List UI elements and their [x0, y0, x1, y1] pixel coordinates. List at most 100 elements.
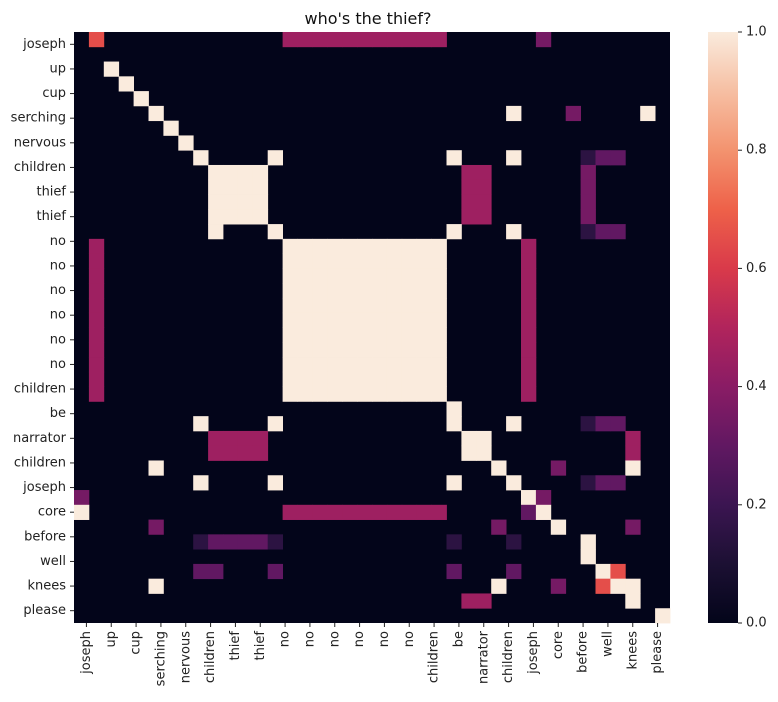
heatmap-cell — [610, 578, 626, 594]
heatmap-cell — [252, 430, 269, 447]
heatmap-cell — [446, 563, 462, 580]
heatmap-cell — [252, 179, 269, 195]
heatmap-cell — [357, 312, 373, 328]
y-tick-label: cup — [42, 86, 66, 101]
heatmap-cell — [252, 534, 269, 550]
heatmap-cell — [372, 327, 388, 343]
heatmap-cell — [342, 312, 358, 328]
heatmap-cell — [357, 253, 373, 269]
heatmap-cell — [312, 32, 328, 48]
heatmap-cell — [327, 283, 343, 299]
heatmap-cell — [431, 386, 447, 402]
x-tick-label: children — [427, 631, 442, 683]
heatmap-cell — [580, 164, 596, 181]
heatmap-cell — [297, 297, 313, 314]
heatmap-cell — [416, 297, 432, 314]
x-tick-label: knees — [625, 631, 640, 670]
heatmap-cell — [506, 150, 522, 166]
x-tick-label: thief — [253, 631, 268, 661]
heatmap-cell — [625, 430, 641, 447]
heatmap-cell — [282, 32, 298, 48]
heatmap-cell — [208, 534, 224, 550]
heatmap-cell — [237, 430, 254, 447]
heatmap-cell — [386, 342, 403, 358]
heatmap-cell — [357, 297, 373, 314]
heatmap-cell — [446, 401, 462, 417]
heatmap-cell — [282, 297, 298, 314]
heatmap-cell — [401, 268, 418, 284]
heatmap-cell — [401, 327, 418, 343]
heatmap-cell — [88, 357, 105, 373]
heatmap-cell — [208, 430, 224, 447]
heatmap-cell — [401, 32, 418, 48]
heatmap-cell — [357, 268, 373, 284]
heatmap-cell — [88, 283, 105, 299]
heatmap-cell — [461, 430, 477, 447]
heatmap-cell — [223, 430, 239, 447]
heatmap-cell — [223, 164, 239, 181]
y-tick-label: knees — [27, 579, 66, 594]
heatmap-cell — [88, 327, 105, 343]
heatmap-cell — [327, 386, 343, 402]
heatmap-cell — [193, 563, 209, 580]
x-tick-label: no — [377, 631, 392, 647]
heatmap-cell — [267, 150, 283, 166]
heatmap-cell — [521, 283, 537, 299]
x-tick-label: nervous — [178, 631, 193, 683]
heatmap-cell — [625, 445, 641, 461]
heatmap-cell — [223, 209, 239, 225]
heatmap-cell — [74, 490, 90, 506]
x-tick-label: core — [551, 631, 566, 659]
heatmap-cell — [223, 445, 239, 461]
heatmap-cell — [386, 386, 403, 402]
heatmap-cell — [357, 357, 373, 373]
heatmap-cell — [88, 297, 105, 314]
heatmap-cell — [312, 312, 328, 328]
heatmap-cell — [565, 105, 581, 122]
heatmap-cell — [595, 150, 611, 166]
heatmap-cell — [386, 327, 403, 343]
x-tick-label: joseph — [79, 631, 94, 675]
heatmap-cell — [461, 593, 477, 609]
heatmap-cell — [416, 504, 432, 520]
heatmap-cell — [595, 578, 611, 594]
heatmap-cell — [297, 283, 313, 299]
heatmap-cell — [252, 194, 269, 210]
heatmap-cell — [267, 475, 283, 491]
heatmap-cell — [386, 268, 403, 284]
colorbar — [708, 32, 738, 623]
heatmap-cell — [461, 164, 477, 181]
heatmap-cell — [342, 357, 358, 373]
heatmap-cell — [342, 504, 358, 520]
heatmap-cell — [312, 357, 328, 373]
heatmap-cell — [342, 327, 358, 343]
heatmap-cell — [580, 534, 596, 550]
heatmap-cell — [521, 371, 537, 387]
colorbar-tick-label: 1.0 — [746, 25, 767, 40]
heatmap-cell — [431, 253, 447, 269]
heatmap-cell — [416, 327, 432, 343]
heatmap-cell — [297, 268, 313, 284]
heatmap-cell — [372, 312, 388, 328]
y-tick-label: thief — [36, 209, 66, 224]
heatmap-cell — [401, 386, 418, 402]
heatmap-cell — [282, 371, 298, 387]
heatmap-cell — [88, 253, 105, 269]
heatmap-cell — [625, 593, 641, 609]
heatmap-cell — [312, 283, 328, 299]
heatmap-cell — [416, 238, 432, 255]
heatmap-cell — [342, 268, 358, 284]
heatmap-cell — [610, 475, 626, 491]
heatmap-cell — [267, 534, 283, 550]
heatmap-cell — [416, 386, 432, 402]
heatmap-cell — [491, 460, 507, 476]
heatmap-cell — [88, 32, 105, 48]
heatmap-cell — [312, 238, 328, 255]
x-axis-ticks: joseph up cup serching nervous children thief t… — [79, 623, 665, 686]
heatmap-cell — [416, 312, 432, 328]
heatmap-cell — [386, 238, 403, 255]
heatmap-cell — [357, 327, 373, 343]
heatmap-cell — [297, 371, 313, 387]
heatmap-cell — [401, 238, 418, 255]
heatmap-cell — [357, 386, 373, 402]
